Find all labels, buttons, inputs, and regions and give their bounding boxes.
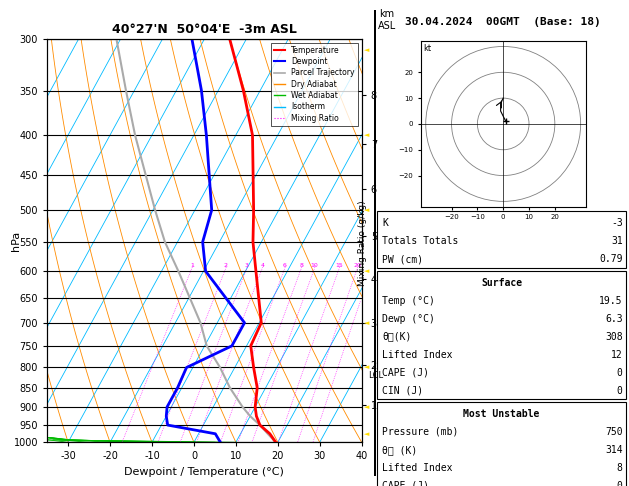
Text: ◄: ◄ xyxy=(364,268,369,274)
Text: Most Unstable: Most Unstable xyxy=(464,409,540,419)
Text: -3: -3 xyxy=(611,218,623,228)
Text: CIN (J): CIN (J) xyxy=(382,385,423,396)
Text: 3: 3 xyxy=(245,263,248,268)
Text: LCL: LCL xyxy=(368,371,383,380)
Text: Lifted Index: Lifted Index xyxy=(382,463,453,473)
Text: 2: 2 xyxy=(224,263,228,268)
Text: 4: 4 xyxy=(260,263,264,268)
Text: kt: kt xyxy=(423,44,431,53)
Text: 314: 314 xyxy=(605,445,623,455)
Text: CAPE (J): CAPE (J) xyxy=(382,367,430,378)
Text: 6: 6 xyxy=(283,263,287,268)
Text: CAPE (J): CAPE (J) xyxy=(382,481,430,486)
Title: 40°27'N  50°04'E  -3m ASL: 40°27'N 50°04'E -3m ASL xyxy=(112,23,297,36)
Text: 20: 20 xyxy=(353,263,361,268)
Text: 30.04.2024  00GMT  (Base: 18): 30.04.2024 00GMT (Base: 18) xyxy=(405,17,601,27)
Text: hPa: hPa xyxy=(11,230,21,251)
Text: ◄: ◄ xyxy=(364,47,369,53)
X-axis label: Dewpoint / Temperature (°C): Dewpoint / Temperature (°C) xyxy=(125,467,284,477)
Text: Surface: Surface xyxy=(481,278,522,288)
Text: ◄: ◄ xyxy=(364,431,369,437)
Text: Pressure (mb): Pressure (mb) xyxy=(382,427,459,437)
Text: 0: 0 xyxy=(617,385,623,396)
Legend: Temperature, Dewpoint, Parcel Trajectory, Dry Adiabat, Wet Adiabat, Isotherm, Mi: Temperature, Dewpoint, Parcel Trajectory… xyxy=(270,43,358,125)
Text: 15: 15 xyxy=(335,263,343,268)
Text: 6.3: 6.3 xyxy=(605,313,623,324)
Text: 10: 10 xyxy=(311,263,318,268)
Text: Temp (°C): Temp (°C) xyxy=(382,295,435,306)
Text: 19.5: 19.5 xyxy=(599,295,623,306)
Text: ◄: ◄ xyxy=(364,404,369,410)
Text: ◄: ◄ xyxy=(364,132,369,138)
Text: Totals Totals: Totals Totals xyxy=(382,236,459,246)
Text: PW (cm): PW (cm) xyxy=(382,254,423,264)
Text: 0.79: 0.79 xyxy=(599,254,623,264)
Text: 308: 308 xyxy=(605,331,623,342)
Text: ◄: ◄ xyxy=(364,207,369,213)
Text: ◄: ◄ xyxy=(364,364,369,370)
Text: Lifted Index: Lifted Index xyxy=(382,349,453,360)
Text: 0: 0 xyxy=(617,481,623,486)
Text: Mixing Ratio (g/kg): Mixing Ratio (g/kg) xyxy=(359,200,367,286)
Text: ◄: ◄ xyxy=(364,320,369,326)
Text: K: K xyxy=(382,218,388,228)
Text: 750: 750 xyxy=(605,427,623,437)
Text: 31: 31 xyxy=(611,236,623,246)
Text: 1: 1 xyxy=(190,263,194,268)
Text: θᴇ(K): θᴇ(K) xyxy=(382,331,412,342)
Text: 0: 0 xyxy=(617,367,623,378)
Text: 12: 12 xyxy=(611,349,623,360)
Text: 8: 8 xyxy=(617,463,623,473)
Text: km
ASL: km ASL xyxy=(377,9,396,31)
Text: 8: 8 xyxy=(299,263,303,268)
Text: Dewp (°C): Dewp (°C) xyxy=(382,313,435,324)
Text: θᴇ (K): θᴇ (K) xyxy=(382,445,418,455)
